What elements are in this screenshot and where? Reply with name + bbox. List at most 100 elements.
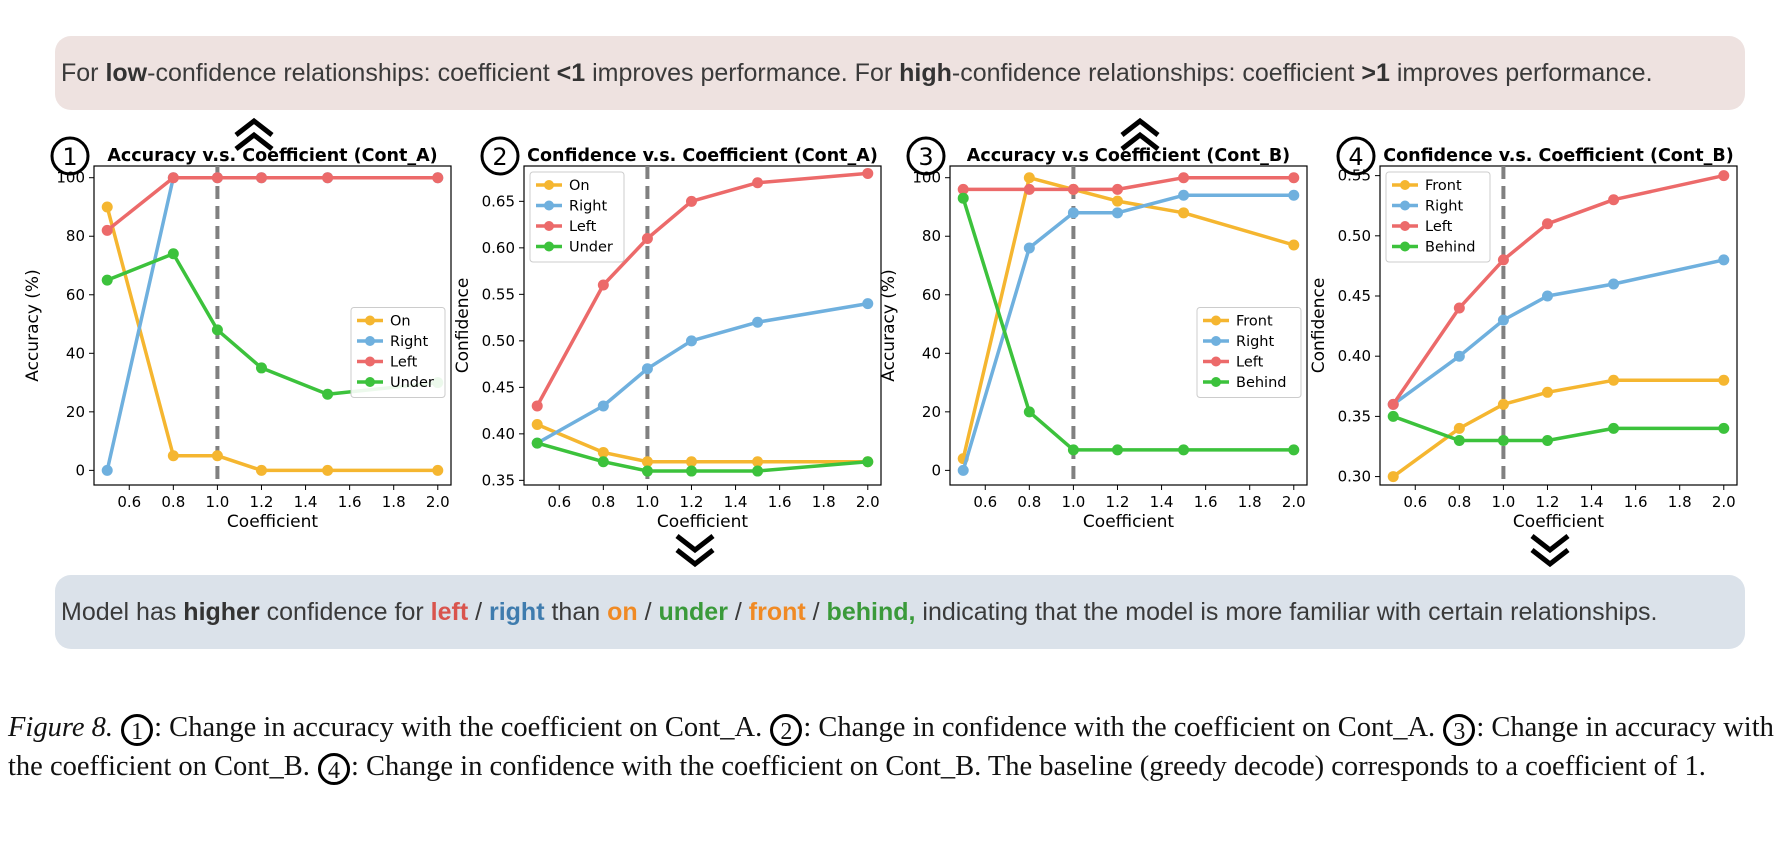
chart1-series-under-point xyxy=(211,324,223,336)
chart1-series-left-point xyxy=(322,172,334,184)
chart2-legend-label: Under xyxy=(569,240,613,256)
chart3-legend-swatch-marker xyxy=(1211,377,1221,387)
chart1-x-tick-label: 0.6 xyxy=(117,493,141,511)
chart4-x-tick-label: 1.4 xyxy=(1580,493,1604,511)
chart2-series-right-point xyxy=(685,335,697,347)
bottom-banner-text: Model has higher confidence for left / r… xyxy=(61,597,1658,626)
chart1-x-tick-label: 2.0 xyxy=(426,493,450,511)
chart1-series-on-point xyxy=(322,464,334,476)
double-chevron-up-icon-1-lower xyxy=(234,131,274,151)
chart2-y-tick-label: 0.35 xyxy=(482,471,515,489)
chart3-series-left-point xyxy=(1178,172,1190,184)
chart2-series-left-point xyxy=(685,195,697,207)
chart1-y-tick-label: 100 xyxy=(56,169,85,187)
chart2-x-tick-label: 1.8 xyxy=(812,493,836,511)
chart2-series-on-point xyxy=(685,456,697,468)
chart1-x-tick-label: 1.6 xyxy=(338,493,362,511)
chart1-series-under-point xyxy=(255,362,267,374)
chart2-series-under-point xyxy=(531,437,543,449)
chart4-series-right-point xyxy=(1541,290,1553,302)
chart2-series-right-point xyxy=(862,298,874,310)
chart2-series-under-point xyxy=(641,465,653,477)
chart4-badge-label: 4 xyxy=(1348,143,1363,171)
chart2-series-left-point xyxy=(597,279,609,291)
chart4-legend-swatch-marker xyxy=(1400,180,1410,190)
chart1-x-tick-label: 1.8 xyxy=(382,493,406,511)
chart4-x-tick-label: 0.8 xyxy=(1447,493,1471,511)
charts-area: 1 Accuracy v.s. Coefficient (Cont_A) 0.6 0.… xyxy=(23,117,1738,568)
chart2-y-tick-label: 0.55 xyxy=(482,285,515,303)
chart3-series-right-point xyxy=(1178,189,1190,201)
chart2-y-tick-label: 0.60 xyxy=(482,239,515,257)
chart1-legend-swatch-marker xyxy=(365,377,375,387)
chart3-x-tick-label: 1.4 xyxy=(1150,493,1174,511)
chart1-x-axis-label: Coefficient xyxy=(227,512,318,532)
chart3-series-behind-point xyxy=(1023,406,1035,418)
chart1-x-tick-label: 1.0 xyxy=(205,493,229,511)
chart3-y-tick-label: 80 xyxy=(922,227,941,245)
chart1-y-tick-label: 80 xyxy=(66,227,85,245)
chart3-series-right-point xyxy=(957,464,969,476)
chart4-y-tick-label: 0.30 xyxy=(1338,468,1371,486)
chart1-legend-label: On xyxy=(390,314,411,330)
chart1-badge-circle xyxy=(50,136,90,176)
chart4-x-axis-label: Coefficient xyxy=(1513,512,1604,532)
chart1-legend-label: Right xyxy=(390,334,428,350)
caption-badge-2: 2 xyxy=(770,714,803,746)
chart1-series-left-point xyxy=(255,172,267,184)
chart4-badge-circle xyxy=(1336,136,1376,176)
chart4-series-front-point xyxy=(1718,374,1730,386)
chart3-series-behind-point xyxy=(1178,444,1190,456)
chart4-series-front-point xyxy=(1608,374,1620,386)
chart2-series-right-point xyxy=(752,316,764,328)
chart4-y-tick-label: 0.40 xyxy=(1338,347,1371,365)
chart4-series-front-point xyxy=(1497,398,1509,410)
chart2-x-tick-label: 0.6 xyxy=(547,493,571,511)
top-banner: For low-confidence relationships: coeffi… xyxy=(55,36,1745,110)
chart4-series-right-point xyxy=(1718,254,1730,266)
chart3-legend-label: Left xyxy=(1236,355,1264,371)
chart1-series-under-point xyxy=(322,388,334,400)
chart4-series-behind-point xyxy=(1718,422,1730,434)
chart2-series-on-point xyxy=(641,456,653,468)
chart3-y-tick-label: 60 xyxy=(922,286,941,304)
double-chevron-up-icon-2-lower xyxy=(1120,131,1160,151)
chart2-y-tick-label: 0.45 xyxy=(482,378,515,396)
chart2-legend-swatch-marker xyxy=(544,180,554,190)
chart2-series-left-line xyxy=(535,171,868,407)
chart1-legend-swatch-marker xyxy=(365,356,375,367)
chart2-series-right-point xyxy=(641,363,653,375)
chart4-y-tick-label: 0.50 xyxy=(1338,227,1371,245)
chart3-series-behind-point xyxy=(1288,444,1300,456)
chart4-legend-swatch-marker xyxy=(1400,241,1410,252)
chart2-x-tick-label: 1.4 xyxy=(724,493,748,511)
chart3-x-tick-label: 0.8 xyxy=(1017,493,1041,511)
chart4-y-tick-label: 0.45 xyxy=(1338,287,1371,305)
chart3-legend-label: Right xyxy=(1236,334,1274,350)
chart3-series-front-point xyxy=(1111,195,1123,207)
chart1-y-tick-label: 0 xyxy=(75,461,85,479)
double-chevron-down-icon-1-upper xyxy=(675,534,715,554)
chart3-series-behind-point xyxy=(1067,444,1079,456)
chart3-x-tick-label: 1.2 xyxy=(1106,493,1130,511)
chart4-series-left-line xyxy=(1391,173,1725,406)
chart4-series-behind-line xyxy=(1392,414,1724,443)
chart3-x-tick-label: 1.8 xyxy=(1238,493,1262,511)
chart3-legend-swatch-marker xyxy=(1211,315,1221,326)
chart4-series-front-point xyxy=(1387,471,1399,483)
chart2-series-right-line xyxy=(536,301,869,445)
chart3-series-behind-line xyxy=(961,197,1294,452)
chart3-series-behind-point xyxy=(957,192,969,204)
chart1-series-on-line xyxy=(105,206,438,473)
chart3-badge-label: 3 xyxy=(918,143,933,171)
chart4-legend-label: Front xyxy=(1425,178,1462,194)
chart2-legend-swatch-marker xyxy=(544,241,554,252)
chart4-series-left-point xyxy=(1718,170,1730,182)
chart4-plot-frame xyxy=(1379,165,1738,486)
chart4-series-behind-point xyxy=(1497,434,1509,446)
chart1-badge-label: 1 xyxy=(62,143,77,171)
chart4-series-right-line xyxy=(1392,258,1725,406)
chart3-x-tick-label: 2.0 xyxy=(1282,493,1306,511)
chart1-series-on-point xyxy=(432,464,444,476)
chart2-legend-label: Left xyxy=(569,219,597,235)
